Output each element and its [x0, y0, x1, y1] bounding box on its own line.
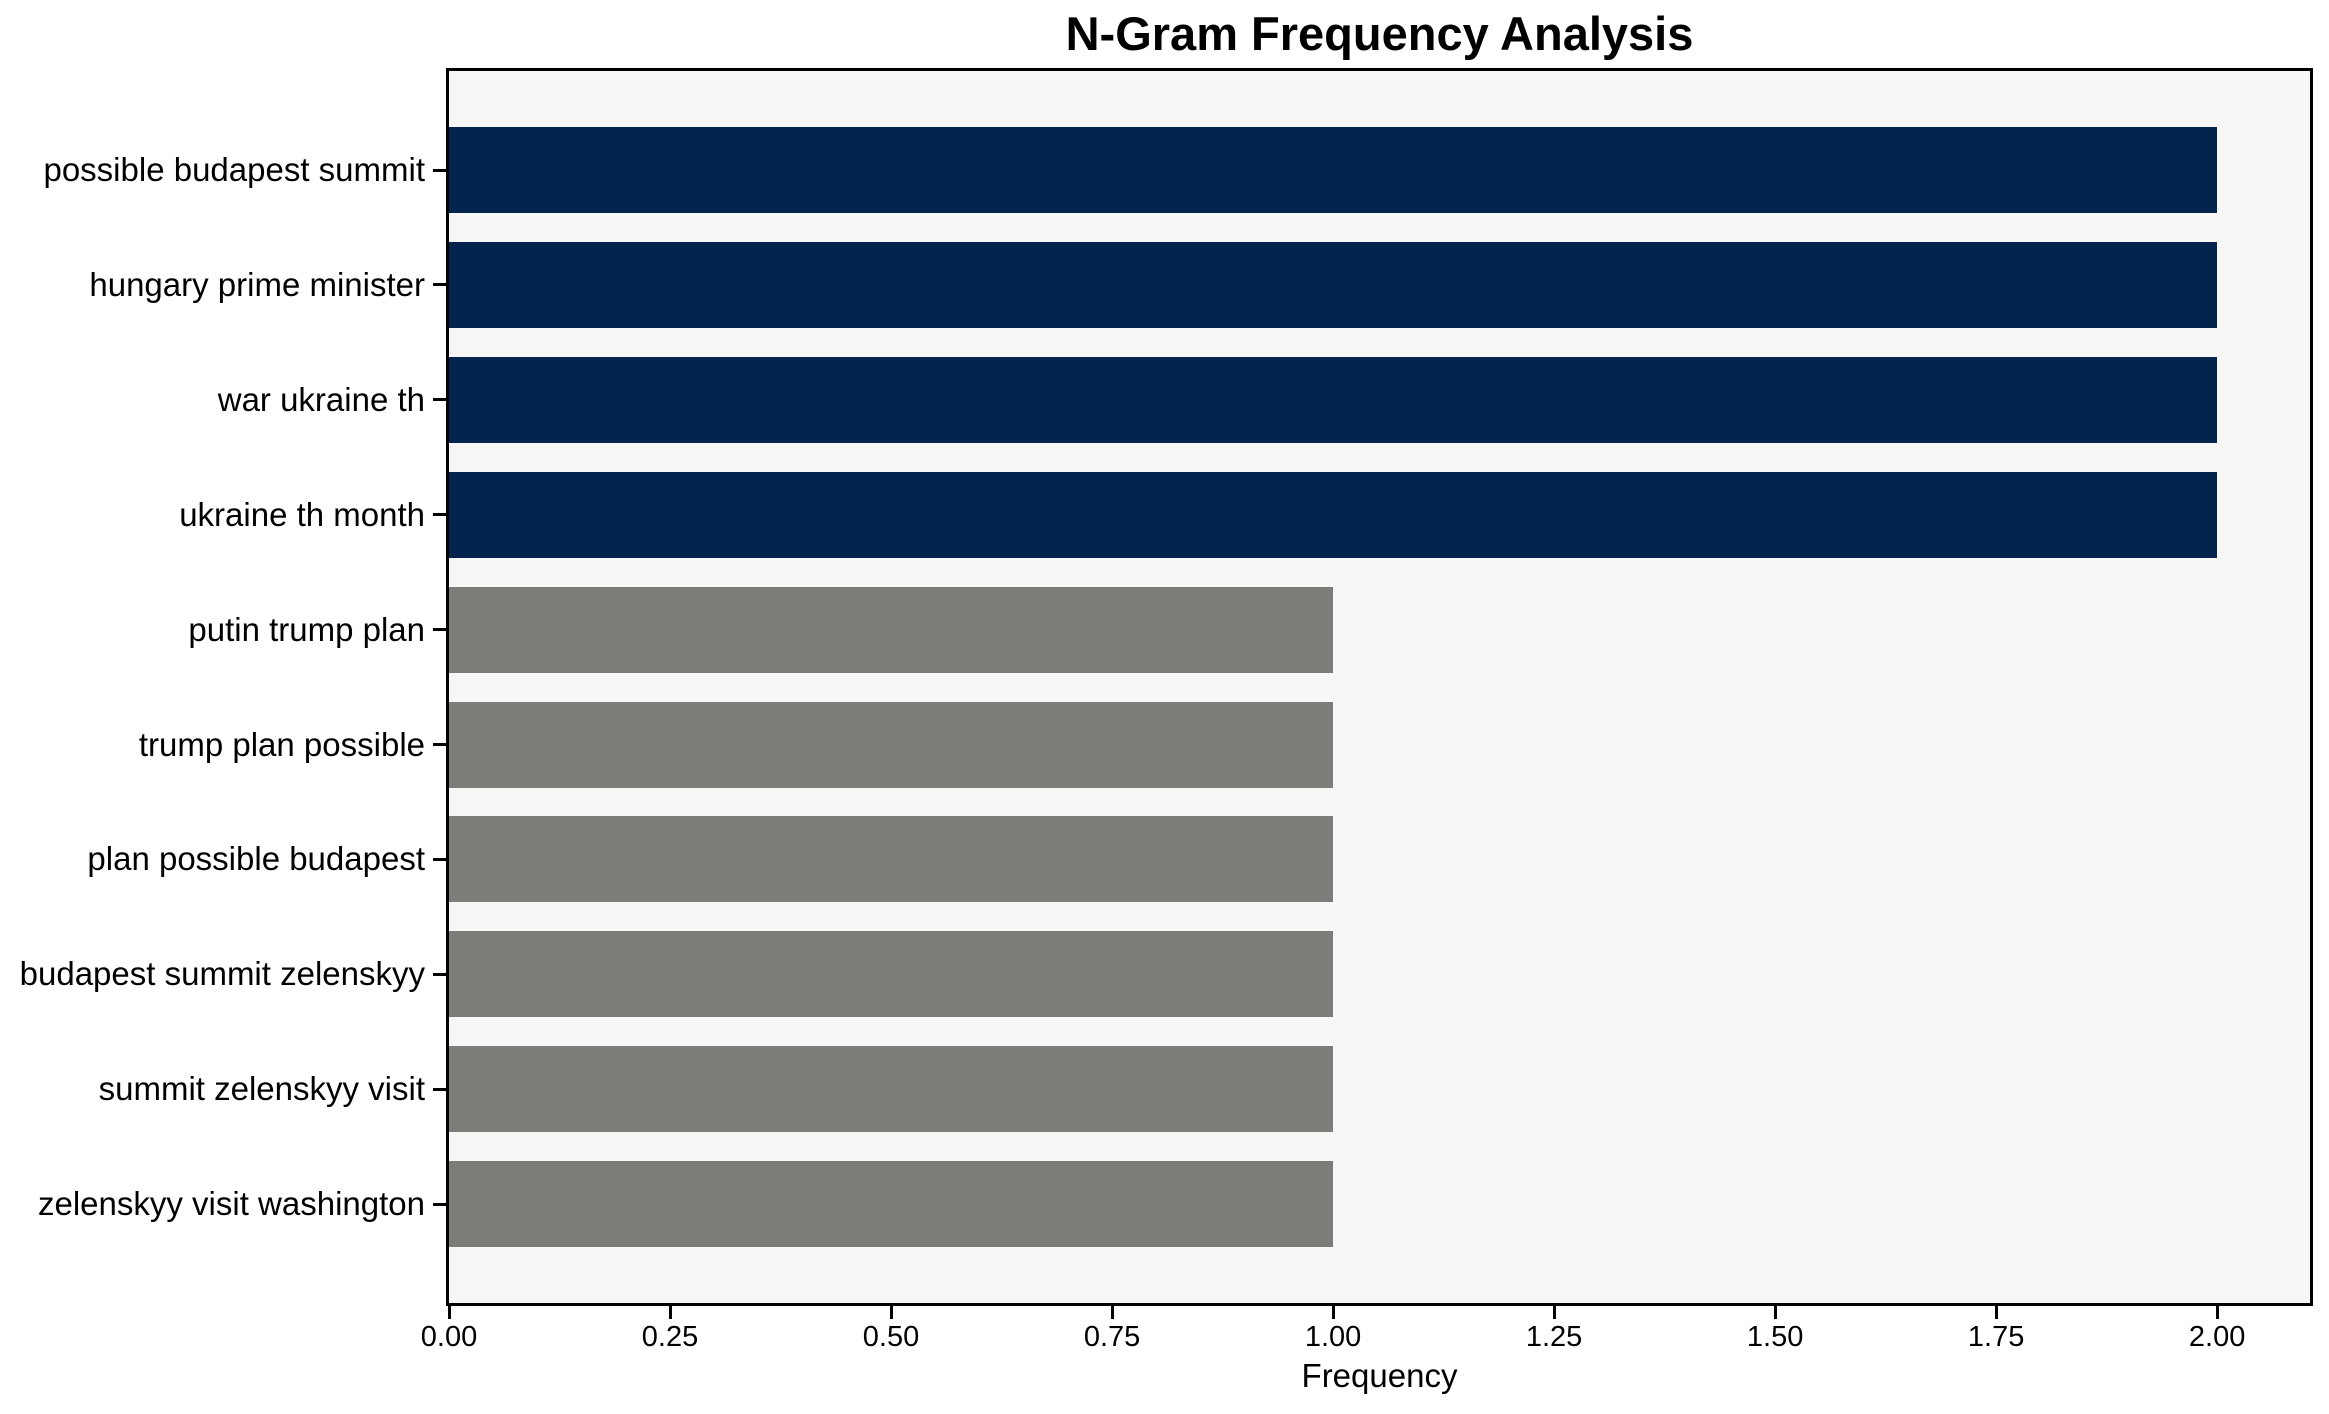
y-tick-mark [433, 1087, 449, 1091]
x-tick-mark [668, 1303, 672, 1319]
x-axis-tick-label: 0.00 [420, 1321, 478, 1353]
x-axis-tick-label: 1.75 [1967, 1321, 2025, 1353]
y-tick-mark [433, 972, 449, 976]
y-tick-mark [433, 168, 449, 172]
x-tick-mark [1552, 1303, 1556, 1319]
y-axis-label: putin trump plan [188, 610, 425, 648]
y-tick-mark [433, 513, 449, 517]
x-tick-mark [889, 1303, 893, 1319]
x-tick-mark [447, 1303, 451, 1319]
y-tick-mark [433, 628, 449, 632]
x-axis-tick-label: 1.50 [1746, 1321, 1804, 1353]
y-axis-label: possible budapest summit [43, 151, 425, 188]
x-axis-tick-label: 0.25 [641, 1321, 699, 1353]
y-tick-mark [433, 857, 449, 861]
bar [449, 356, 2218, 443]
bar [449, 127, 2218, 213]
bar [449, 586, 1334, 673]
y-tick-mark [433, 1202, 449, 1206]
y-axis-label: plan possible budapest [87, 840, 425, 878]
bar [449, 1161, 1334, 1248]
y-tick-mark [433, 743, 449, 746]
y-axis-label: budapest summit zelenskyy [19, 955, 425, 993]
x-axis-title: Frequency [1301, 1357, 1458, 1394]
y-axis-label: summit zelenskyy visit [98, 1070, 425, 1108]
y-axis-label: hungary prime minister [89, 265, 425, 303]
bar [449, 1046, 1334, 1133]
chart-title: N-Gram Frequency Analysis [1065, 7, 1694, 60]
y-axis-label: war ukraine th [217, 380, 425, 418]
bar [449, 701, 1334, 788]
x-axis-tick-label: 0.75 [1083, 1321, 1141, 1353]
x-tick-mark [1994, 1303, 1998, 1319]
y-axis-label: trump plan possible [138, 725, 425, 763]
y-axis-label: ukraine th month [179, 495, 425, 533]
bar [449, 241, 2218, 328]
x-axis-tick-label: 1.25 [1525, 1321, 1583, 1353]
x-axis-tick-label: 2.00 [2188, 1321, 2246, 1353]
x-tick-mark [2215, 1303, 2219, 1319]
bar [449, 931, 1334, 1018]
x-axis-tick-label: 1.00 [1304, 1321, 1362, 1353]
x-axis-tick-label: 0.50 [862, 1321, 920, 1353]
x-tick-mark [1110, 1303, 1114, 1319]
bar [449, 816, 1334, 903]
y-axis-label: zelenskyy visit washington [37, 1185, 425, 1223]
plot-area [449, 71, 2310, 1303]
y-tick-mark [433, 283, 449, 287]
bar [449, 471, 2218, 558]
y-tick-mark [433, 398, 449, 402]
x-tick-mark [1773, 1303, 1777, 1319]
x-tick-mark [1331, 1303, 1335, 1319]
